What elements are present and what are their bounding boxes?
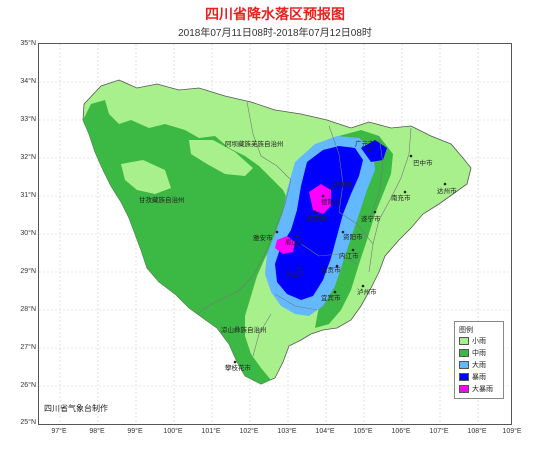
legend-swatch <box>459 360 469 369</box>
legend-item: 中雨 <box>459 348 486 357</box>
lat-label: 28°N <box>20 306 36 313</box>
lon-label: 109°E <box>502 428 522 435</box>
rainstorm-area <box>275 146 363 300</box>
legend-item: 大雨 <box>459 360 486 369</box>
lon-label: 103°E <box>277 428 297 435</box>
prefecture-boundaries <box>196 101 412 357</box>
lon-label: 98°E <box>89 428 105 435</box>
city-dot-guangyuan <box>367 148 371 152</box>
city-markers <box>233 148 447 364</box>
legend-swatch <box>459 372 469 381</box>
lon-label: 100°E <box>163 428 183 435</box>
lon-label: 99°E <box>127 428 143 435</box>
city-label-dazhou: 达州市 <box>437 186 457 195</box>
city-dot-panzhihua <box>233 360 237 364</box>
lat-label: 26°N <box>20 382 36 389</box>
region-label-ganzi: 甘孜藏族自治州 <box>139 195 185 204</box>
lat-label: 32°N <box>20 154 36 161</box>
city-label-leshan: 乐山市 <box>285 269 305 278</box>
legend-label: 中雨 <box>472 349 486 357</box>
city-dot-deyang <box>321 194 325 198</box>
lon-label: 107°E <box>429 428 449 435</box>
city-label-yibin: 宜宾市 <box>321 293 341 302</box>
lon-label: 102°E <box>239 428 259 435</box>
city-label-chengdu: 成都市 <box>307 214 327 223</box>
city-label-yaan: 雅安市 <box>253 233 273 242</box>
lon-label: 101°E <box>201 428 221 435</box>
lat-label: 30°N <box>20 230 36 237</box>
city-dot-nanchong <box>403 190 407 194</box>
lon-label: 105°E <box>353 428 373 435</box>
lon-label: 104°E <box>315 428 335 435</box>
lon-label: 97°E <box>51 428 67 435</box>
lat-label: 34°N <box>20 78 36 85</box>
legend-item: 小雨 <box>459 336 486 345</box>
city-dot-suining <box>373 210 377 214</box>
region-label-aba: 阿坝藏族羌族自治州 <box>225 139 284 148</box>
city-label-luzhou: 泸州市 <box>357 287 377 296</box>
city-dot-chengdu <box>313 210 317 214</box>
lat-label: 33°N <box>20 116 36 123</box>
legend-label: 大雨 <box>472 361 486 369</box>
legend-swatch <box>459 384 469 393</box>
city-dot-leshan <box>297 266 301 270</box>
legend-label: 暴雨 <box>472 373 486 381</box>
torrential-rain-north <box>309 184 331 214</box>
legend: 图例 小雨 中雨 大雨 暴雨 大暴雨 <box>454 321 504 399</box>
city-dot-bazhong <box>409 154 413 158</box>
lat-label: 29°N <box>20 268 36 275</box>
city-label-panzhihua: 攀枝花市 <box>225 363 252 372</box>
city-label-mianyang: 绵阳市 <box>333 180 353 189</box>
legend-title: 图例 <box>459 327 473 334</box>
city-label-meishan: 眉山市 <box>285 237 305 246</box>
precipitation-map: 阿坝藏族羌族自治州 甘孜藏族自治州 凉山彝族自治州 巴中市 达州市 南充市 遂宁… <box>39 44 511 424</box>
lon-label: 108°E <box>467 428 487 435</box>
city-label-deyang: 德阳市 <box>321 197 341 206</box>
city-label-nanchong: 南充市 <box>391 193 411 202</box>
city-dot-luzhou <box>361 284 365 288</box>
city-dot-yaan <box>275 230 279 234</box>
legend-label: 大暴雨 <box>472 385 493 393</box>
legend-swatch <box>459 348 469 357</box>
light-rain-patch-ganzi <box>121 160 171 194</box>
map-subtitle: 2018年07月11日08时-2018年07月12日08时 <box>178 28 372 39</box>
credit-text: 四川省气象台制作 <box>44 404 108 413</box>
lat-label: 31°N <box>20 192 36 199</box>
legend-swatch <box>459 336 469 345</box>
city-label-ziyang: 资阳市 <box>343 232 363 241</box>
legend-item: 暴雨 <box>459 372 486 381</box>
city-label-bazhong: 巴中市 <box>413 158 433 167</box>
city-label-guangyuan: 广元市 <box>355 139 375 148</box>
city-label-zigong: 自贡市 <box>321 265 341 274</box>
map-frame: 阿坝藏族羌族自治州 甘孜藏族自治州 凉山彝族自治州 巴中市 达州市 南充市 遂宁… <box>38 43 512 425</box>
map-title: 四川省降水落区预报图 <box>205 6 345 22</box>
lon-label: 106°E <box>391 428 411 435</box>
city-dot-yibin <box>333 290 337 294</box>
light-rain-patch-north <box>189 140 253 176</box>
city-dot-mianyang <box>329 186 333 190</box>
city-label-suining: 遂宁市 <box>361 214 381 223</box>
region-label-liangshan: 凉山彝族自治州 <box>221 325 267 334</box>
city-dot-zigong <box>335 264 339 268</box>
lat-label: 27°N <box>20 344 36 351</box>
lat-label: 25°N <box>20 419 36 426</box>
city-dot-dazhou <box>443 182 447 186</box>
city-dot-ziyang <box>341 230 345 234</box>
city-label-neijiang: 内江市 <box>339 251 359 260</box>
city-dot-meishan <box>295 234 299 238</box>
city-dot-neijiang <box>351 248 355 252</box>
legend-label: 小雨 <box>472 337 486 345</box>
lat-label: 35°N <box>20 40 36 47</box>
torrential-rain-south <box>275 236 295 254</box>
legend-item: 大暴雨 <box>459 384 493 393</box>
